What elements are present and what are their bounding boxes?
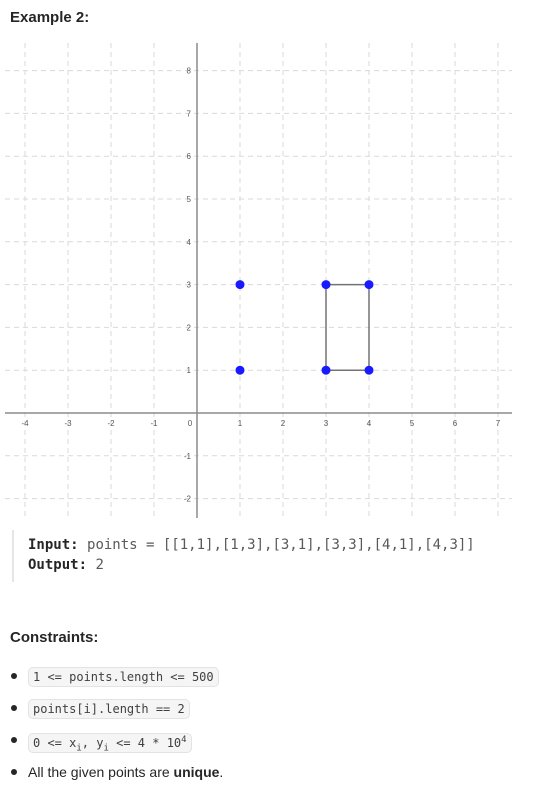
x-tick-label: 7 [496,419,501,428]
y-tick-label: 1 [187,366,192,375]
y-tick-label: 7 [187,109,192,118]
subscript: i [76,743,82,754]
constraint-text-part: . [219,764,224,780]
y-tick-label: 6 [187,152,192,161]
x-tick-label: -4 [21,419,29,428]
superscript: 4 [181,735,187,745]
x-tick-label: -2 [107,419,115,428]
constraints-list: 1 <= points.length <= 500 points[i].leng… [0,660,223,788]
y-tick-label: 4 [187,238,192,247]
data-point [321,365,331,375]
constraint-code: 1 <= points.length <= 500 [28,667,219,687]
constraint-text: All the given points are unique. [28,764,223,780]
data-point [364,365,374,375]
x-tick-label: 4 [367,419,372,428]
constraint-item: 0 <= xi, yi <= 4 * 104 [0,724,223,756]
bullet-icon [11,673,17,679]
bullet-icon [11,769,17,775]
constraint-item: All the given points are unique. [0,756,223,788]
x-tick-label: 3 [324,419,329,428]
constraint-item: points[i].length == 2 [0,692,223,724]
x-tick-label: 5 [410,419,415,428]
x-tick-label: 1 [238,419,243,428]
data-point [235,365,245,375]
subscript: i [103,743,109,754]
constraint-code-part: , y [81,736,104,750]
constraint-code-part: <= 4 * 10 [108,736,182,750]
x-tick-label: -1 [150,419,158,428]
input-value: points = [[1,1],[1,3],[3,1],[3,3],[4,1],… [87,537,475,553]
data-point [321,280,331,290]
input-label: Input: [28,537,79,553]
x-tick-label: 0 [188,419,193,428]
emphasis: unique [173,764,220,780]
y-tick-label: 3 [187,281,192,290]
y-tick-label: 2 [187,323,192,332]
bullet-icon [11,737,17,743]
y-tick-label: 5 [187,195,192,204]
constraint-text-part: All the given points are [28,764,174,780]
example-heading: Example 2: [10,9,90,26]
constraint-code: points[i].length == 2 [28,699,190,719]
constraints-heading: Constraints: [10,629,99,646]
constraint-code-part: 0 <= x [33,736,77,750]
x-tick-label: 6 [453,419,458,428]
x-tick-label: -3 [64,419,72,428]
bullet-icon [11,705,17,711]
data-point [235,280,245,290]
example-io-block: Input: points = [[1,1],[1,3],[3,1],[3,3]… [12,530,532,582]
output-label: Output: [28,557,88,573]
coordinate-graph: -4 -3 -2 -1 0 1 2 3 4 5 6 7 -2 -1 1 2 3 4 5 6 7 8 [5,43,512,518]
y-tick-label: 8 [187,67,192,76]
y-tick-label: -1 [184,452,192,461]
x-tick-label: 2 [281,419,286,428]
y-tick-label: -2 [184,495,192,504]
constraint-item: 1 <= points.length <= 500 [0,660,223,692]
data-point [364,280,374,290]
constraint-code: 0 <= xi, yi <= 4 * 104 [28,733,192,753]
output-value: 2 [95,557,104,573]
